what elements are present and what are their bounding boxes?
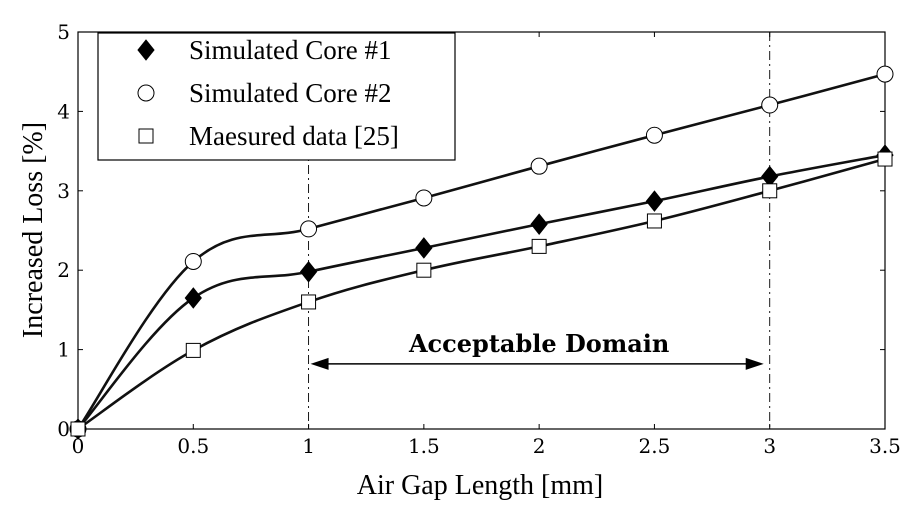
arrowhead-right: [745, 357, 764, 370]
x-tick-label: 3: [763, 434, 776, 458]
x-tick-label: 0.5: [177, 434, 209, 458]
x-axis-label: Air Gap Length [mm]: [357, 470, 604, 501]
series-3-point: [646, 213, 662, 229]
arrowhead-left: [310, 357, 329, 370]
x-tick-label: 0: [72, 434, 85, 458]
legend-label: Maesured data [25]: [189, 121, 399, 151]
series-3-point: [531, 238, 547, 254]
series-1-point: [530, 213, 548, 235]
legend-marker-1: [137, 39, 155, 61]
legend-label: Simulated Core #2: [189, 78, 391, 108]
legend-item: Simulated Core #2: [137, 78, 391, 108]
plot-frame: [77, 31, 886, 430]
legend-label: Simulated Core #1: [189, 35, 391, 65]
series-3-point: [185, 342, 201, 358]
series-3-point: [70, 421, 86, 437]
series-3-point: [762, 183, 778, 199]
series-3-point: [416, 262, 432, 278]
x-tick-label: 1.5: [408, 434, 440, 458]
x-axis-ticks: 0 0.5 1 1.5 2 2.5 3 3.5: [72, 32, 901, 458]
x-tick-label: 2.5: [639, 434, 671, 458]
y-tick-label: 4: [57, 99, 70, 123]
y-tick-label: 3: [57, 179, 70, 203]
y-tick-label: 5: [57, 20, 70, 44]
series-1-point: [184, 287, 202, 309]
x-tick-label: 1: [302, 434, 315, 458]
y-tick-label: 2: [57, 258, 70, 282]
acceptable-domain-label: Acceptable Domain: [408, 329, 669, 358]
series-2-point: [761, 96, 779, 114]
series-3-point: [301, 294, 317, 310]
legend-item: Simulated Core #1: [137, 35, 391, 65]
y-tick-label: 0: [57, 417, 70, 441]
y-axis-label: Increased Loss [%]: [18, 122, 49, 338]
legend-item: Maesured data [25]: [138, 121, 399, 151]
series-1-point: [299, 260, 318, 283]
legend-marker-3: [138, 128, 154, 144]
legend: Simulated Core #1 Simulated Core #2 Maesur…: [97, 32, 456, 161]
acceptable-domain-annotation: Acceptable Domain: [310, 329, 764, 370]
legend-marker-2: [137, 84, 155, 102]
x-tick-label: 3.5: [869, 434, 901, 458]
series-1-point: [645, 190, 664, 212]
series-markers: [69, 65, 894, 440]
y-axis-ticks: 0 1 2 3 4 5: [57, 20, 885, 441]
legend-box: [97, 32, 456, 161]
series-1-point: [415, 237, 433, 259]
x-tick-label: 2: [533, 434, 546, 458]
y-tick-label: 1: [57, 338, 70, 362]
series-2-point: [530, 157, 548, 175]
series-3-point: [877, 151, 893, 167]
series-2-point: [645, 126, 663, 144]
series-2-point: [184, 252, 202, 270]
series-2-point: [415, 189, 433, 207]
series-2-point: [300, 220, 318, 238]
series-2-point: [876, 65, 894, 83]
